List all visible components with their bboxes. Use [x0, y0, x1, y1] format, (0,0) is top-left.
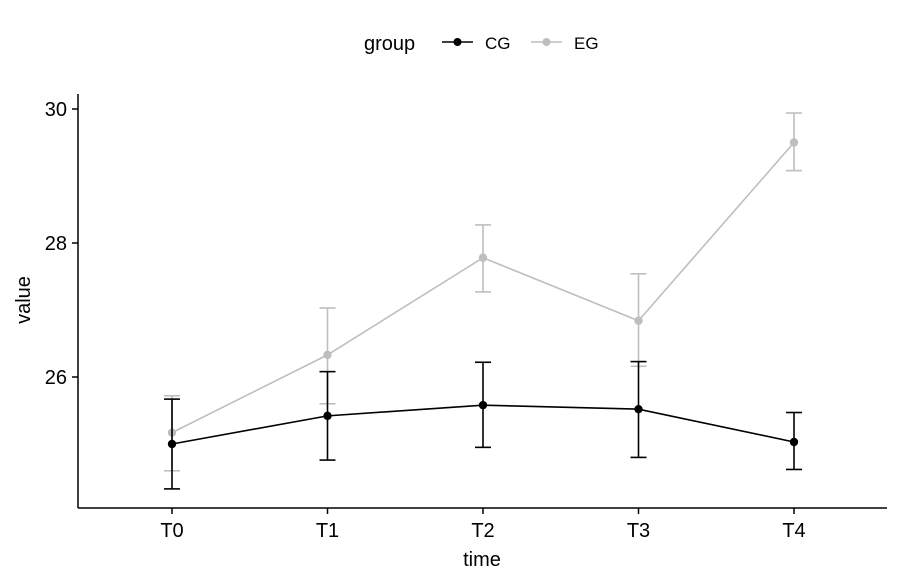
- data-point-eg: [323, 350, 332, 360]
- legend-cg-point-icon: [453, 38, 462, 46]
- x-ticks: T0 T1 T2 T3 T4: [160, 508, 806, 542]
- x-tick-label: T3: [627, 520, 650, 542]
- data-point-cg: [478, 400, 488, 410]
- legend-key-eg: EG: [531, 34, 599, 53]
- x-tick-label: T0: [160, 520, 183, 542]
- series-cg: [164, 360, 802, 490]
- x-tick-label: T2: [471, 520, 494, 542]
- data-point-cg: [323, 411, 332, 421]
- data-point-cg: [789, 437, 799, 447]
- legend: group CG EG: [364, 33, 599, 55]
- y-tick-label: 28: [45, 233, 67, 255]
- x-tick-label: T4: [782, 520, 805, 542]
- data-point-cg: [634, 404, 643, 414]
- y-axis-title: value: [13, 276, 35, 324]
- data-point-eg: [634, 316, 643, 325]
- y-tick-label: 26: [45, 367, 67, 389]
- legend-label-eg: EG: [574, 34, 599, 53]
- y-tick-label: 30: [45, 99, 67, 121]
- x-tick-label: T1: [316, 520, 339, 542]
- legend-title: group: [364, 33, 415, 55]
- x-axis-title: time: [463, 549, 501, 571]
- y-ticks: 26 28 30: [45, 99, 78, 389]
- legend-key-cg: CG: [442, 34, 511, 53]
- legend-label-cg: CG: [485, 34, 511, 53]
- data-point-eg: [478, 253, 488, 262]
- data-point-cg: [167, 439, 177, 449]
- data-point-eg: [789, 138, 799, 147]
- plot-series: [164, 112, 802, 490]
- legend-eg-point-icon: [542, 38, 551, 46]
